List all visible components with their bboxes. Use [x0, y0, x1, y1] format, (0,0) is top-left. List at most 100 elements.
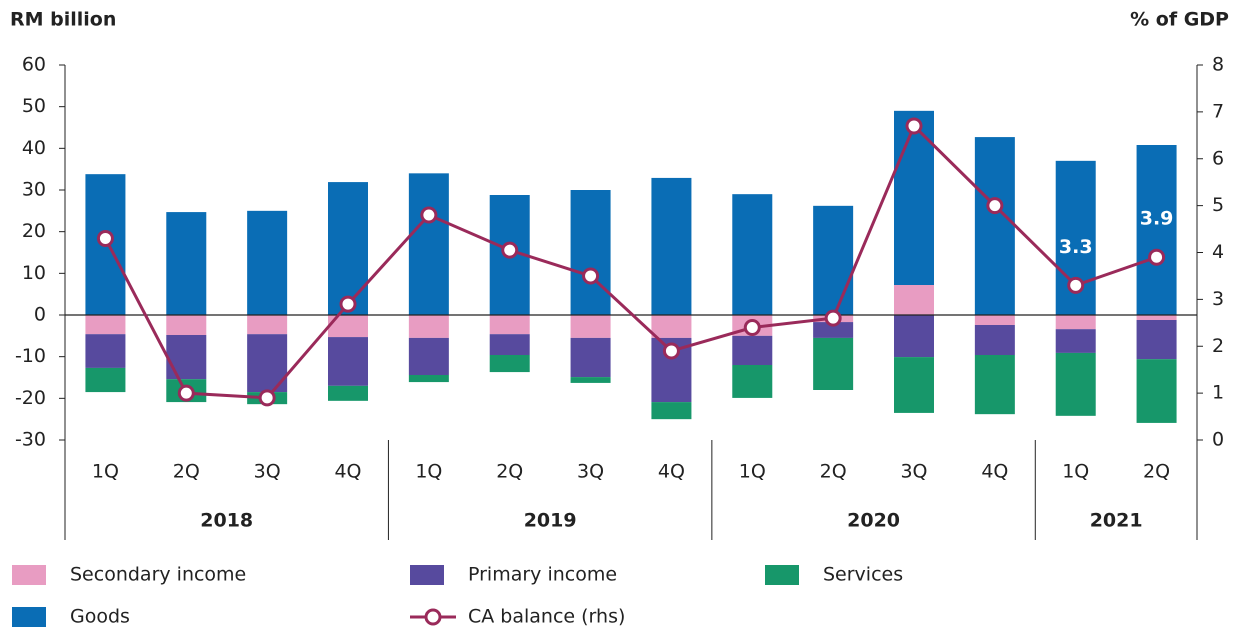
bar	[974, 137, 1015, 315]
bar	[732, 335, 773, 365]
x-tick-label: 2Q	[173, 461, 200, 483]
legend-label: Services	[823, 564, 903, 586]
y-tick-label: -20	[15, 387, 46, 409]
bar	[813, 322, 854, 338]
y2-tick-label: 4	[1212, 241, 1224, 263]
bar	[489, 315, 530, 335]
y-tick-label: 30	[22, 179, 46, 201]
legend-label: CA balance (rhs)	[468, 606, 625, 628]
bar	[813, 337, 854, 390]
y-tick-label: 0	[34, 304, 46, 326]
y-tick-label: 40	[22, 137, 46, 159]
y-tick-label: -10	[15, 345, 46, 367]
bar	[974, 325, 1015, 355]
bar	[247, 315, 288, 335]
data-label: 3.3	[1059, 236, 1093, 258]
legend-label: Primary income	[468, 564, 617, 586]
legend-swatch	[12, 607, 46, 627]
line-marker	[258, 389, 276, 407]
x-tick-label: 2Q	[496, 461, 523, 483]
bar	[974, 355, 1015, 415]
x-tick-label: 4Q	[334, 461, 361, 483]
line-marker	[1148, 248, 1166, 266]
bar	[974, 315, 1015, 325]
group-label: 2020	[847, 510, 900, 532]
x-tick-label: 2Q	[1143, 461, 1170, 483]
bar	[1055, 315, 1096, 330]
bar	[1055, 352, 1096, 416]
bar	[166, 335, 207, 380]
y2-tick-label: 0	[1212, 429, 1224, 451]
y-tick-label: -30	[15, 429, 46, 451]
y-tick-label: 20	[22, 220, 46, 242]
line-marker	[824, 309, 842, 327]
bar	[813, 205, 854, 315]
line-marker	[905, 117, 923, 135]
line-marker	[177, 384, 195, 402]
bar	[166, 315, 207, 335]
bar	[894, 315, 934, 358]
line-marker	[339, 295, 357, 313]
bar	[1136, 315, 1177, 320]
group-label: 2018	[200, 510, 253, 532]
bar	[408, 375, 449, 383]
x-tick-label: 4Q	[658, 461, 685, 483]
y2-tick-label: 5	[1212, 194, 1224, 216]
bar	[166, 212, 207, 315]
bar	[489, 334, 530, 355]
line	[104, 123, 1158, 400]
bar	[408, 315, 449, 338]
bar	[732, 194, 773, 315]
bar	[570, 377, 611, 383]
x-tick-label: 1Q	[1062, 461, 1089, 483]
bar	[408, 173, 449, 315]
bar	[85, 334, 126, 368]
data-label: 3.9	[1140, 208, 1174, 230]
line-marker	[662, 342, 680, 360]
bar	[1055, 329, 1096, 353]
y2-tick-label: 8	[1212, 54, 1224, 76]
bar	[408, 337, 449, 375]
line-marker	[96, 229, 114, 247]
y2-tick-label: 2	[1212, 335, 1224, 357]
y2-tick-label: 6	[1212, 147, 1224, 169]
y2-tick-label: 7	[1212, 100, 1224, 122]
y2-axis-label: % of GDP	[1130, 9, 1229, 31]
bar	[570, 190, 611, 315]
group-label: 2019	[524, 510, 577, 532]
x-tick-label: 2Q	[820, 461, 847, 483]
bar	[85, 367, 126, 393]
bar	[247, 210, 288, 315]
line-marker	[501, 241, 519, 259]
line-marker	[743, 319, 761, 336]
x-tick-label: 3Q	[900, 461, 927, 483]
y2-tick-label: 1	[1212, 382, 1224, 404]
line-marker	[582, 267, 600, 285]
bar	[732, 365, 773, 398]
x-tick-label: 3Q	[577, 461, 604, 483]
legend-label: Goods	[70, 606, 130, 628]
y2-tick-label: 3	[1212, 288, 1224, 310]
line-marker	[986, 197, 1004, 215]
bar	[570, 315, 611, 338]
line-marker	[420, 206, 438, 224]
y-axis-label: RM billion	[10, 9, 116, 31]
bar	[894, 285, 934, 315]
bar	[894, 357, 934, 413]
bar	[1136, 145, 1177, 315]
x-tick-label: 4Q	[981, 461, 1008, 483]
x-tick-label: 1Q	[415, 461, 442, 483]
x-tick-label: 1Q	[92, 461, 119, 483]
bar	[651, 402, 692, 420]
bar	[328, 337, 368, 386]
bar	[651, 177, 692, 315]
y-tick-label: 60	[22, 54, 46, 76]
bar	[1136, 320, 1177, 360]
group-label: 2021	[1090, 510, 1143, 532]
bar	[328, 182, 368, 315]
y-tick-label: 50	[22, 95, 46, 117]
line-marker	[1067, 276, 1085, 294]
bar	[489, 355, 530, 373]
bar	[570, 337, 611, 378]
